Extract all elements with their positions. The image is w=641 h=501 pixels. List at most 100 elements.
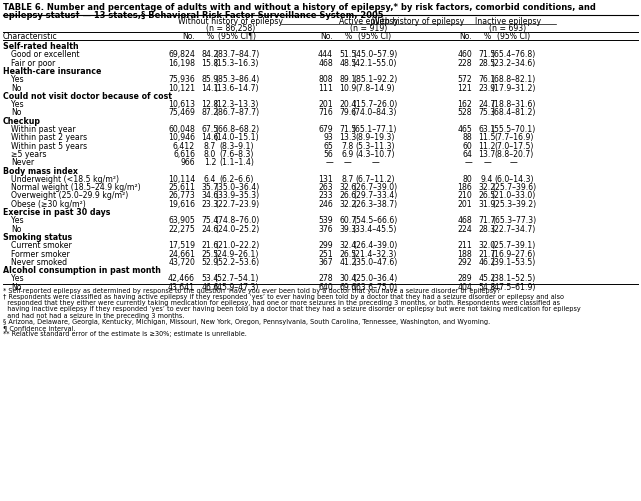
Text: (12.3–13.3): (12.3–13.3) — [215, 100, 259, 109]
Text: 460: 460 — [457, 50, 472, 59]
Text: (23.2–34.6): (23.2–34.6) — [492, 59, 536, 68]
Text: (18.8–31.6): (18.8–31.6) — [492, 100, 536, 109]
Text: 679: 679 — [319, 125, 333, 134]
Text: 131: 131 — [318, 174, 333, 183]
Text: 65: 65 — [323, 141, 333, 150]
Text: (7.8–14.9): (7.8–14.9) — [355, 83, 395, 92]
Text: (8.8–20.7): (8.8–20.7) — [494, 150, 533, 159]
Text: Inactive epilepsy: Inactive epilepsy — [475, 18, 541, 27]
Text: 67.5: 67.5 — [201, 125, 219, 134]
Text: 42,466: 42,466 — [168, 274, 195, 283]
Text: (26.3–38.7): (26.3–38.7) — [353, 199, 397, 208]
Text: 30.4: 30.4 — [339, 274, 356, 283]
Text: (85.3–86.4): (85.3–86.4) — [215, 75, 259, 84]
Text: 640: 640 — [318, 282, 333, 291]
Text: 31.9: 31.9 — [478, 199, 495, 208]
Text: 572: 572 — [458, 75, 472, 84]
Text: (14.0–15.1): (14.0–15.1) — [215, 133, 260, 142]
Text: Exercise in past 30 days: Exercise in past 30 days — [3, 207, 110, 216]
Text: 17,519: 17,519 — [168, 240, 195, 249]
Text: 8.0: 8.0 — [204, 150, 216, 159]
Text: 444: 444 — [318, 50, 333, 59]
Text: † Respondents were classified as having active epilepsy if they responded ‘yes’ : † Respondents were classified as having … — [3, 293, 564, 299]
Text: (24.0–25.2): (24.0–25.2) — [215, 224, 259, 233]
Text: (52.7–54.1): (52.7–54.1) — [215, 274, 259, 283]
Text: 15.8: 15.8 — [201, 59, 219, 68]
Text: (65.3–77.3): (65.3–77.3) — [492, 216, 536, 225]
Text: 11.2: 11.2 — [478, 141, 495, 150]
Text: 71.5: 71.5 — [478, 50, 495, 59]
Text: 75,936: 75,936 — [168, 75, 195, 84]
Text: (65.4–76.8): (65.4–76.8) — [492, 50, 536, 59]
Text: (15.7–26.0): (15.7–26.0) — [353, 100, 397, 109]
Text: (21.4–32.3): (21.4–32.3) — [353, 249, 397, 258]
Text: (25.0–36.4): (25.0–36.4) — [353, 274, 397, 283]
Text: Fair or poor: Fair or poor — [11, 59, 55, 68]
Text: Checkup: Checkup — [3, 116, 41, 125]
Text: 10,946: 10,946 — [168, 133, 195, 142]
Text: 21.7: 21.7 — [478, 249, 495, 258]
Text: Former smoker: Former smoker — [11, 249, 70, 258]
Text: (38.1–52.5): (38.1–52.5) — [492, 274, 536, 283]
Text: 60,048: 60,048 — [168, 125, 195, 134]
Text: 32.4: 32.4 — [339, 240, 356, 249]
Text: 64: 64 — [462, 150, 472, 159]
Text: 6,616: 6,616 — [173, 150, 195, 159]
Text: %: % — [206, 32, 213, 41]
Text: —: — — [483, 158, 491, 167]
Text: 10,613: 10,613 — [168, 100, 195, 109]
Text: 69.6: 69.6 — [340, 282, 356, 291]
Text: Smoking status: Smoking status — [3, 232, 72, 241]
Text: 88: 88 — [462, 133, 472, 142]
Text: 75.3: 75.3 — [478, 108, 495, 117]
Text: 32.6: 32.6 — [340, 183, 356, 192]
Text: 23.9: 23.9 — [478, 83, 495, 92]
Text: (95% CI): (95% CI) — [358, 32, 392, 41]
Text: (15.3–16.3): (15.3–16.3) — [215, 59, 259, 68]
Text: (8.3–9.1): (8.3–9.1) — [220, 141, 254, 150]
Text: Within past 5 years: Within past 5 years — [11, 141, 87, 150]
Text: 468: 468 — [318, 59, 333, 68]
Text: (8.9–19.3): (8.9–19.3) — [355, 133, 395, 142]
Text: (83.7–84.7): (83.7–84.7) — [215, 50, 259, 59]
Text: Could not visit doctor because of cost: Could not visit doctor because of cost — [3, 92, 172, 101]
Text: (68.4–81.2): (68.4–81.2) — [492, 108, 536, 117]
Text: 32.2: 32.2 — [478, 183, 495, 192]
Text: —: — — [325, 158, 333, 167]
Text: 10,121: 10,121 — [168, 83, 195, 92]
Text: Body mass index: Body mass index — [3, 166, 78, 175]
Text: 52.9: 52.9 — [201, 258, 219, 266]
Text: (25.7–39.6): (25.7–39.6) — [492, 183, 536, 192]
Text: Obese (≥30 kg/m²): Obese (≥30 kg/m²) — [11, 199, 86, 208]
Text: 186: 186 — [457, 183, 472, 192]
Text: (26.4–39.0): (26.4–39.0) — [353, 240, 397, 249]
Text: No: No — [11, 108, 21, 117]
Text: (95% CI¶): (95% CI¶) — [218, 32, 256, 41]
Text: 71.5: 71.5 — [339, 125, 356, 134]
Text: (n = 86,258): (n = 86,258) — [206, 25, 256, 34]
Text: (6.0–14.3): (6.0–14.3) — [494, 174, 534, 183]
Text: 14.1: 14.1 — [201, 83, 219, 92]
Text: 79.6: 79.6 — [340, 108, 356, 117]
Text: 8.7: 8.7 — [204, 141, 216, 150]
Text: Within past year: Within past year — [11, 125, 76, 134]
Text: 84.2: 84.2 — [201, 50, 219, 59]
Text: (1.1–1.4): (1.1–1.4) — [220, 158, 254, 167]
Text: 233: 233 — [319, 191, 333, 200]
Text: (25.7–39.1): (25.7–39.1) — [492, 240, 536, 249]
Text: * Self-reported epilepsy as determined by response to the question ‘Have you eve: * Self-reported epilepsy as determined b… — [3, 287, 503, 293]
Text: (66.8–68.2): (66.8–68.2) — [215, 125, 259, 134]
Text: 201: 201 — [318, 100, 333, 109]
Text: 251: 251 — [318, 249, 333, 258]
Text: —: — — [510, 158, 518, 167]
Text: 111: 111 — [318, 83, 333, 92]
Text: No.: No. — [182, 32, 195, 41]
Text: 75.4: 75.4 — [201, 216, 219, 225]
Text: (52.2–53.6): (52.2–53.6) — [215, 258, 259, 266]
Text: 9.4: 9.4 — [481, 174, 493, 183]
Text: (24.9–26.1): (24.9–26.1) — [215, 249, 259, 258]
Text: 26.5: 26.5 — [340, 249, 356, 258]
Text: 10,114: 10,114 — [168, 174, 195, 183]
Text: 367: 367 — [319, 258, 333, 266]
Text: (4.3–10.7): (4.3–10.7) — [355, 150, 395, 159]
